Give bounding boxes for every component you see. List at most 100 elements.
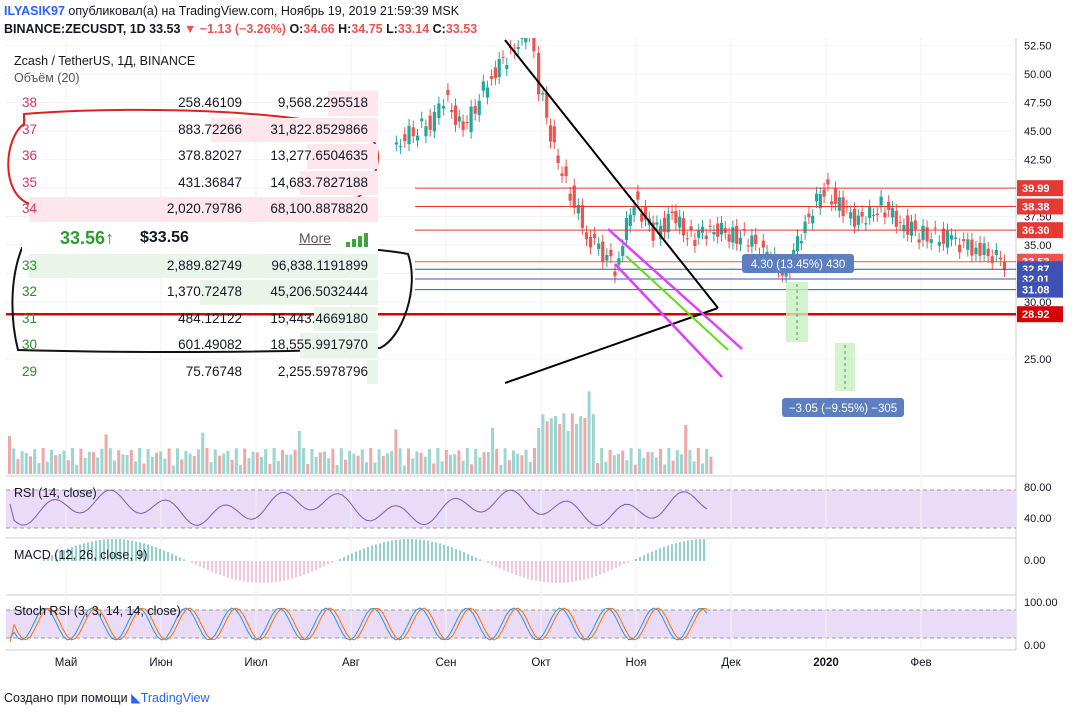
volume-bar [579, 416, 583, 474]
channel-upper-line[interactable] [607, 228, 743, 350]
ascending-trendline[interactable] [504, 307, 719, 384]
author-name[interactable]: ILYASIK97 [4, 4, 65, 18]
volume-bar [436, 448, 440, 474]
candle-body [442, 105, 446, 109]
candle-body [750, 235, 754, 247]
candle-body [704, 235, 708, 240]
volume-bar [587, 391, 591, 474]
volume-bar [184, 450, 188, 474]
row-price: 34 [22, 201, 38, 216]
volume-bar [348, 450, 352, 474]
publish-header: ILYASIK97 опубликовал(а) на TradingView.… [4, 4, 459, 18]
row-price: 37 [22, 121, 38, 137]
volume-bar [596, 463, 599, 474]
candle-body [871, 214, 876, 216]
volume-bar [524, 449, 528, 474]
ask-row[interactable]: 38 258.46109 9,568.2295518 [22, 90, 378, 117]
volume-bar [29, 456, 32, 474]
row-quantity: 378.82027 [178, 148, 242, 163]
volume-bar [87, 451, 91, 474]
ask-row[interactable]: 36 378.82027 13,277.6504635 [22, 143, 378, 170]
short-measure-box[interactable] [835, 343, 855, 391]
candle-body [962, 239, 966, 242]
volume-bar [314, 457, 318, 474]
candle-body [803, 221, 807, 234]
candle-body [879, 196, 883, 206]
candle-body [560, 173, 564, 177]
volume-bar [37, 463, 41, 474]
tradingview-brand[interactable]: TradingView [140, 691, 210, 705]
candle-body [407, 125, 411, 145]
candle-body [681, 218, 686, 236]
row-total: 18,555.9917970 [270, 337, 368, 352]
volume-bar [701, 463, 704, 474]
candle-body [564, 166, 568, 177]
ask-row[interactable]: 35 431.36847 14,683.7827188 [22, 170, 378, 197]
candle-body [613, 271, 617, 277]
volume-bar [457, 450, 461, 474]
y-tick-label: 25.00 [1024, 354, 1052, 366]
volume-bar [394, 429, 398, 474]
volume-bar [612, 455, 616, 474]
row-total: 14,683.7827188 [270, 174, 368, 190]
candle-body [860, 212, 864, 217]
bid-row[interactable]: 33 2,889.82749 96,838.1191899 [22, 253, 378, 280]
volume-bar [562, 413, 566, 474]
high-value: 34.75 [351, 22, 383, 36]
ask-row[interactable]: 34 2,020.79786 68,100.8878820 [22, 196, 378, 223]
volume-bar [264, 448, 268, 474]
volume-bar [71, 448, 74, 474]
ask-row[interactable]: 37 883.72266 31,822.8529866 [22, 117, 378, 144]
x-tick-label: Май [55, 657, 78, 669]
candle-body [643, 206, 648, 220]
volume-bar [621, 450, 625, 474]
volume-bar [243, 448, 247, 474]
y-tick-label: 42.50 [1024, 155, 1052, 167]
volume-bar [197, 449, 200, 474]
candle-body [572, 185, 576, 208]
channel-lower-line[interactable] [614, 263, 723, 378]
volume-bar [62, 450, 66, 474]
candle-body [524, 38, 528, 43]
x-tick-label: Июл [244, 657, 267, 669]
candle-body [465, 121, 469, 123]
price-chart[interactable]: 4.30 (13.45%) 430 −3.05 (−9.55%) −305 52… [0, 38, 1076, 678]
y-tick-label: 47.50 [1024, 98, 1052, 110]
channel-mid-line[interactable] [625, 255, 729, 351]
candle-body [621, 246, 625, 256]
symbol-label: BINANCE:ZECUSDT, 1D [4, 22, 146, 36]
bid-row[interactable]: 30 601.49082 18,555.9917970 [22, 332, 378, 359]
instrument-legend: Zcash / TetherUS, 1Д, BINANCE [14, 54, 196, 68]
volume-bar [327, 458, 331, 474]
price-change: −1.13 (−3.26%) [199, 22, 286, 36]
more-link[interactable]: More [299, 229, 331, 246]
level-price-text: 38.38 [1022, 201, 1050, 213]
candle-body [584, 232, 589, 240]
level-price-tag [1017, 281, 1063, 298]
candle-body [497, 58, 501, 78]
bid-row[interactable]: 29 75.76748 2,255.5978796 [22, 359, 378, 386]
volume-bar [407, 448, 410, 474]
candle-body [822, 189, 826, 197]
candle-body [428, 115, 432, 130]
bid-row[interactable]: 31 484.12122 15,443.4669180 [22, 306, 378, 333]
volume-bar [541, 414, 545, 474]
volume-legend: Объём (20) [14, 71, 80, 85]
candle-body [970, 239, 974, 256]
candle-body [982, 243, 986, 255]
long-measure-box[interactable] [786, 282, 808, 342]
volume-bar [692, 461, 696, 474]
candle-body [921, 225, 925, 240]
row-total: 13,277.6504635 [270, 148, 368, 163]
x-tick-label: Сен [435, 657, 456, 669]
volume-bar [671, 460, 675, 474]
close-label: C: [432, 22, 446, 36]
volume-bar [121, 454, 125, 474]
tradingview-logo-icon[interactable]: ◣ [131, 691, 141, 705]
candle-body [666, 213, 670, 233]
candle-body [450, 109, 454, 113]
descending-trendline[interactable] [504, 39, 719, 309]
bid-row[interactable]: 32 1,370.72478 45,206.5032444 [22, 279, 378, 306]
volume-bar [54, 455, 58, 474]
volume-bar [453, 454, 457, 474]
